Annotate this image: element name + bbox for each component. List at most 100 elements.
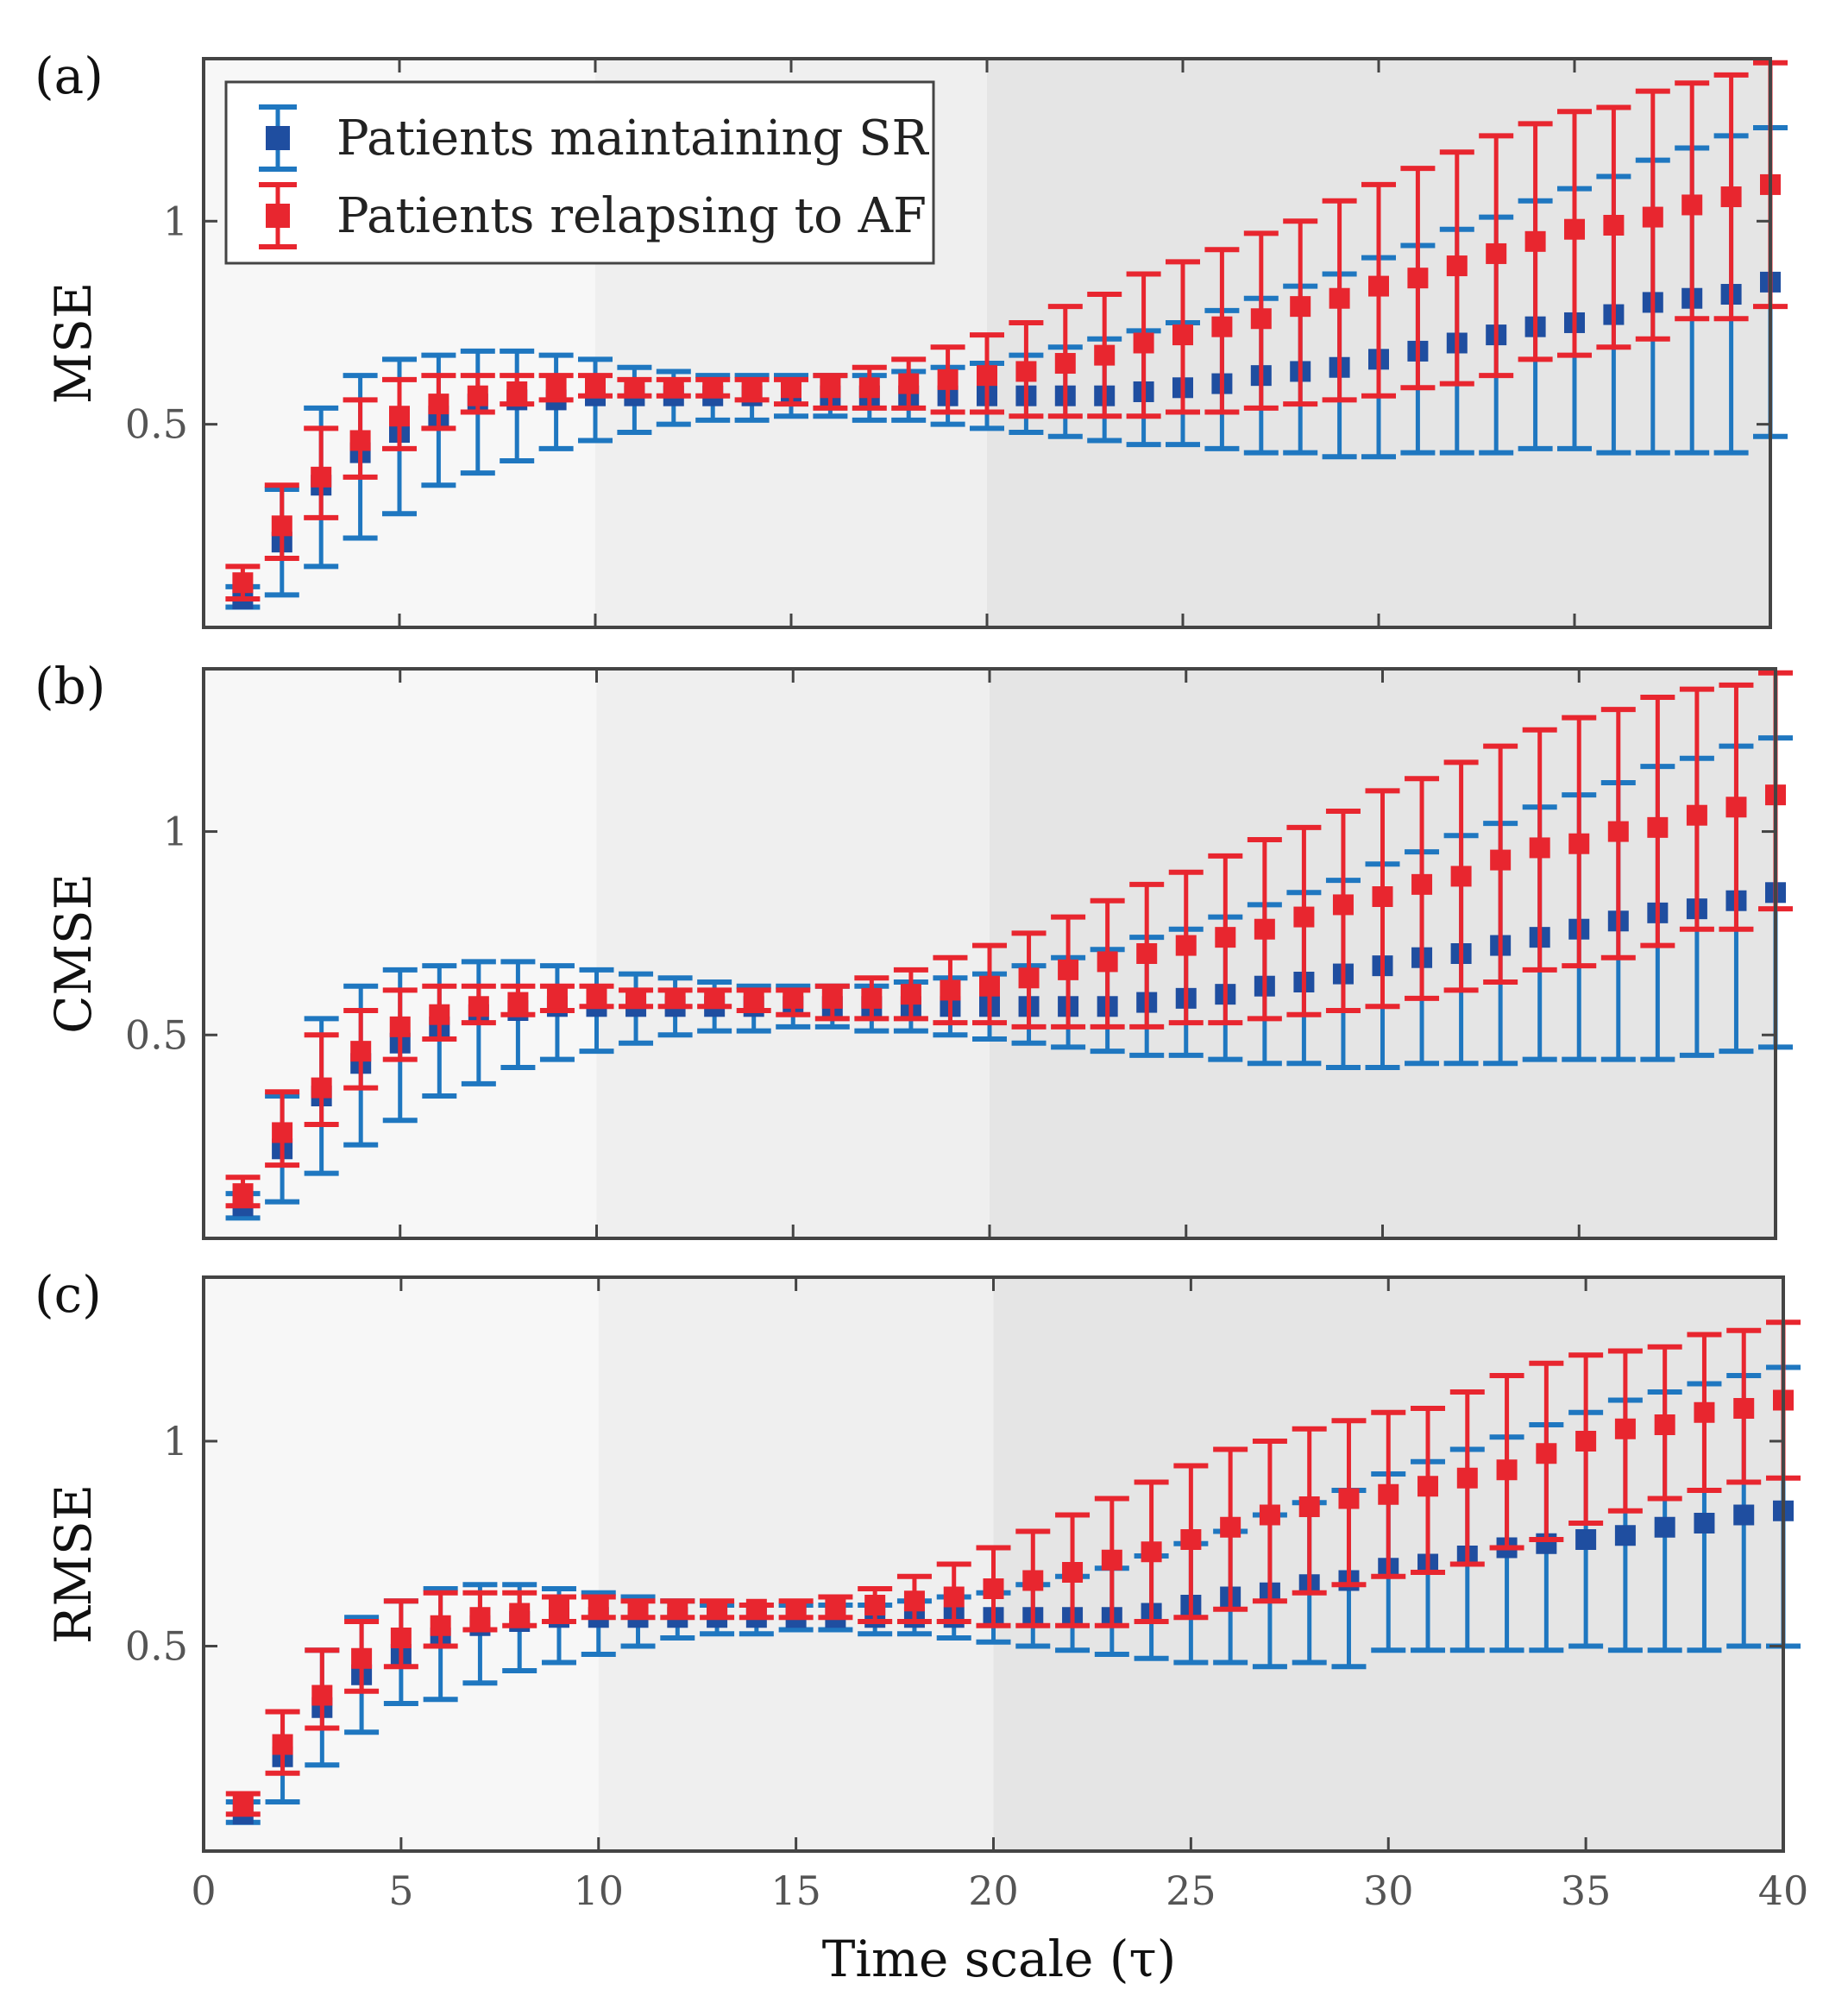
data-point	[1564, 218, 1585, 240]
data-point	[625, 987, 647, 1009]
legend: Patients maintaining SR Patients relapsin…	[224, 80, 935, 265]
data-point	[428, 394, 449, 415]
data-point	[232, 1795, 254, 1817]
data-point	[1211, 316, 1233, 337]
data-point	[1293, 906, 1315, 928]
data-point	[1407, 268, 1429, 289]
y-axis-label: RMSE	[44, 1484, 103, 1644]
data-point	[1133, 332, 1154, 354]
x-tick-label: 5	[388, 1867, 413, 1914]
data-point	[977, 365, 997, 387]
data-point	[311, 1077, 332, 1099]
data-point	[937, 368, 959, 390]
data-point	[1215, 927, 1236, 948]
data-point	[1220, 1516, 1241, 1538]
data-point	[1417, 1476, 1439, 1497]
data-point	[707, 1598, 728, 1620]
data-point	[1332, 894, 1354, 916]
data-point	[825, 1598, 846, 1620]
data-point	[1372, 886, 1393, 907]
y-tick-label: 0.5	[125, 1011, 188, 1058]
data-point	[1022, 1570, 1044, 1591]
data-point	[785, 1598, 807, 1620]
x-tick-label: 25	[1166, 1867, 1216, 1914]
data-point	[940, 979, 961, 1001]
series-af	[225, 670, 1793, 1209]
data-point	[1136, 943, 1158, 964]
data-point	[627, 1598, 649, 1620]
data-point	[1686, 804, 1707, 826]
y-axis-label: CMSE	[44, 873, 103, 1034]
data-point	[429, 1004, 450, 1025]
panel-a: (a) MSE 0.5 1 Patients maintaining SRPatient…	[35, 47, 1788, 629]
shaded-band	[204, 669, 597, 1238]
data-point	[548, 1598, 569, 1620]
data-point	[1298, 1496, 1320, 1517]
shaded-band	[596, 669, 990, 1238]
x-tick-label: 35	[1561, 1867, 1612, 1914]
data-point	[1329, 287, 1350, 309]
y-tick-label: 1	[163, 198, 188, 244]
data-point	[983, 1578, 1004, 1599]
data-point	[1681, 194, 1703, 216]
data-point	[864, 1595, 886, 1615]
data-point	[1062, 1562, 1084, 1583]
data-point	[390, 1628, 412, 1648]
data-point	[1054, 353, 1076, 375]
data-point	[1411, 873, 1433, 895]
data-point	[1694, 1513, 1715, 1534]
data-point	[943, 1586, 965, 1608]
data-point	[1575, 1529, 1597, 1550]
data-point	[467, 385, 488, 406]
x-tick-label: 20	[968, 1867, 1019, 1914]
x-tick-label: 0	[191, 1867, 216, 1914]
shaded-band	[598, 1277, 994, 1851]
data-point	[350, 1041, 372, 1062]
data-point	[820, 377, 841, 399]
data-point	[1733, 1398, 1755, 1419]
data-point	[667, 1598, 688, 1620]
data-point	[1378, 1483, 1399, 1505]
data-point	[1141, 1541, 1162, 1563]
data-point	[506, 381, 528, 402]
data-point	[1486, 242, 1507, 264]
data-point	[979, 975, 1000, 997]
data-point	[1094, 344, 1116, 366]
data-point	[430, 1615, 451, 1636]
data-point	[1097, 951, 1118, 973]
data-point	[1529, 837, 1550, 859]
data-point	[1733, 1504, 1755, 1526]
legend-marker	[266, 126, 290, 150]
data-point	[1180, 1529, 1202, 1550]
data-point	[271, 515, 292, 537]
data-point	[702, 377, 724, 399]
data-point	[1259, 1504, 1280, 1526]
panel-label: (a)	[35, 47, 104, 105]
data-point	[1338, 1488, 1360, 1509]
x-tick-label: 30	[1363, 1867, 1414, 1914]
data-point	[507, 992, 529, 1013]
data-point	[349, 430, 371, 451]
data-point	[1015, 361, 1037, 382]
data-point	[1725, 797, 1747, 818]
data-point	[1172, 324, 1193, 346]
data-point	[468, 996, 489, 1017]
data-point	[704, 987, 726, 1009]
data-point	[509, 1603, 531, 1624]
y-axis-label: MSE	[44, 282, 103, 404]
data-point	[783, 987, 804, 1009]
data-point	[1642, 206, 1663, 228]
data-point	[546, 987, 568, 1009]
data-point	[272, 1734, 293, 1755]
data-point	[1450, 866, 1472, 887]
y-tick-label: 0.5	[125, 401, 188, 448]
data-point	[1290, 296, 1311, 318]
data-point	[1647, 816, 1669, 838]
x-tick-label: 40	[1758, 1867, 1809, 1914]
legend-box	[224, 80, 935, 265]
data-point	[743, 987, 764, 1009]
legend-marker	[266, 204, 290, 228]
data-point	[1720, 186, 1742, 208]
panel-label: (b)	[35, 657, 105, 715]
